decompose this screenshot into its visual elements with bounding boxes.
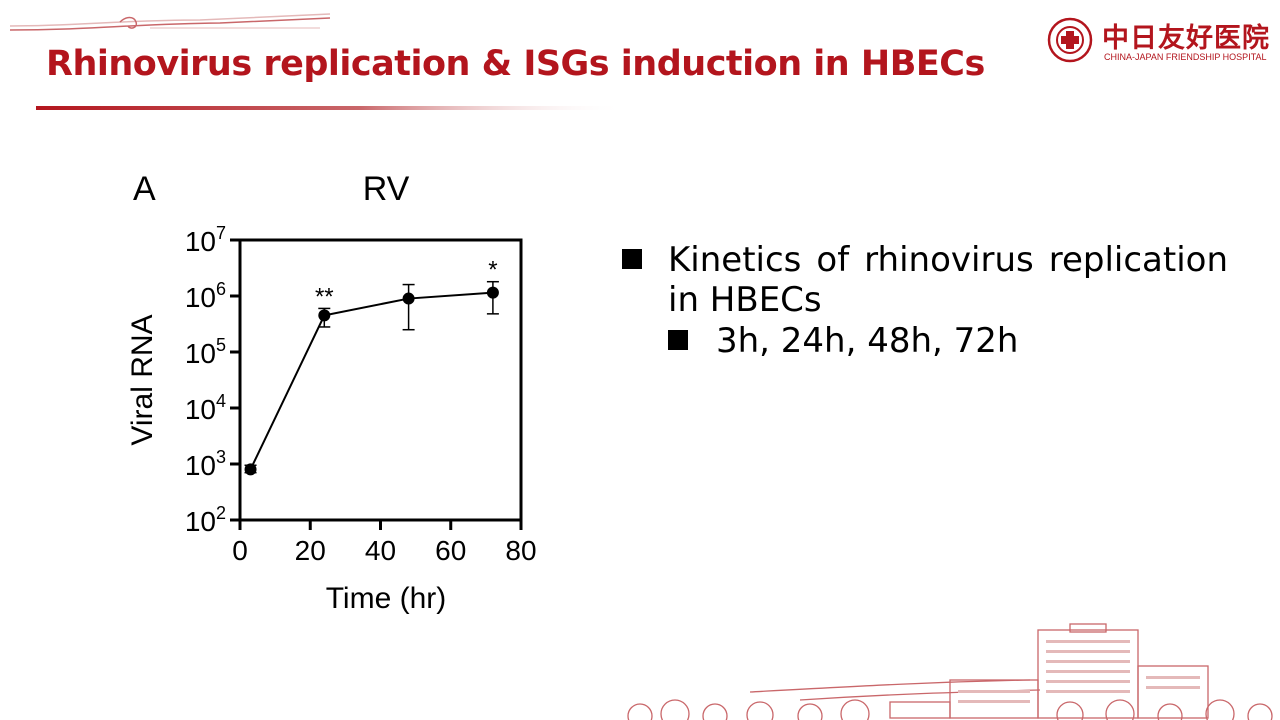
- logo-name-en: CHINA-JAPAN FRIENDSHIP HOSPITAL: [1104, 52, 1267, 62]
- square-bullet-icon: [668, 330, 688, 350]
- x-tick-label: 60: [435, 535, 466, 566]
- viral-rna-chart: A RV Viral RNA Time (hr) 102 103 104 105 106…: [126, 170, 537, 615]
- chart-title: RV: [363, 170, 410, 208]
- y-axis-label: Viral RNA: [126, 314, 159, 445]
- significance-label: *: [488, 257, 497, 284]
- data-point: [486, 286, 499, 299]
- hospital-logo: 中日友好医院 CHINA-JAPAN FRIENDSHIP HOSPITAL: [1046, 16, 1269, 66]
- data-point: [402, 292, 415, 305]
- x-tick-label: 0: [232, 535, 248, 566]
- footer-building-decoration: [627, 623, 1273, 720]
- y-tick-label: 103: [185, 447, 226, 481]
- sub-bullet-item: 3h, 24h, 48h, 72h: [668, 320, 1228, 362]
- x-tick-label: 80: [505, 535, 536, 566]
- significance-label: **: [315, 283, 334, 310]
- y-tick-label: 107: [185, 223, 226, 257]
- title-underline: [36, 106, 626, 110]
- y-tick-label: 106: [185, 279, 226, 313]
- square-bullet-icon: [622, 249, 642, 269]
- y-tick-label: 104: [185, 391, 226, 425]
- x-tick-label: 40: [365, 535, 396, 566]
- logo-name-cn: 中日友好医院: [1102, 23, 1270, 54]
- series-line: [249, 291, 493, 470]
- bullet-text: Kinetics of rhinovirus replication in HB…: [668, 240, 1228, 320]
- y-tick-label: 105: [185, 335, 226, 369]
- x-tick-label: 20: [295, 535, 326, 566]
- x-axis-label: Time (hr): [326, 582, 447, 615]
- panel-label: A: [133, 170, 156, 208]
- page-title: Rhinovirus replication & ISGs induction …: [46, 44, 985, 84]
- sub-bullet-text: 3h, 24h, 48h, 72h: [716, 321, 1019, 361]
- bullet-list: Kinetics of rhinovirus replication in HB…: [622, 240, 1228, 362]
- data-point: [318, 309, 331, 322]
- y-tick-label: 102: [185, 503, 226, 537]
- data-point: [244, 463, 257, 476]
- bullet-item: Kinetics of rhinovirus replication in HB…: [622, 240, 1228, 320]
- hospital-emblem-icon: [1047, 17, 1093, 63]
- header-decoration: [9, 13, 331, 31]
- plot-frame: [238, 238, 523, 522]
